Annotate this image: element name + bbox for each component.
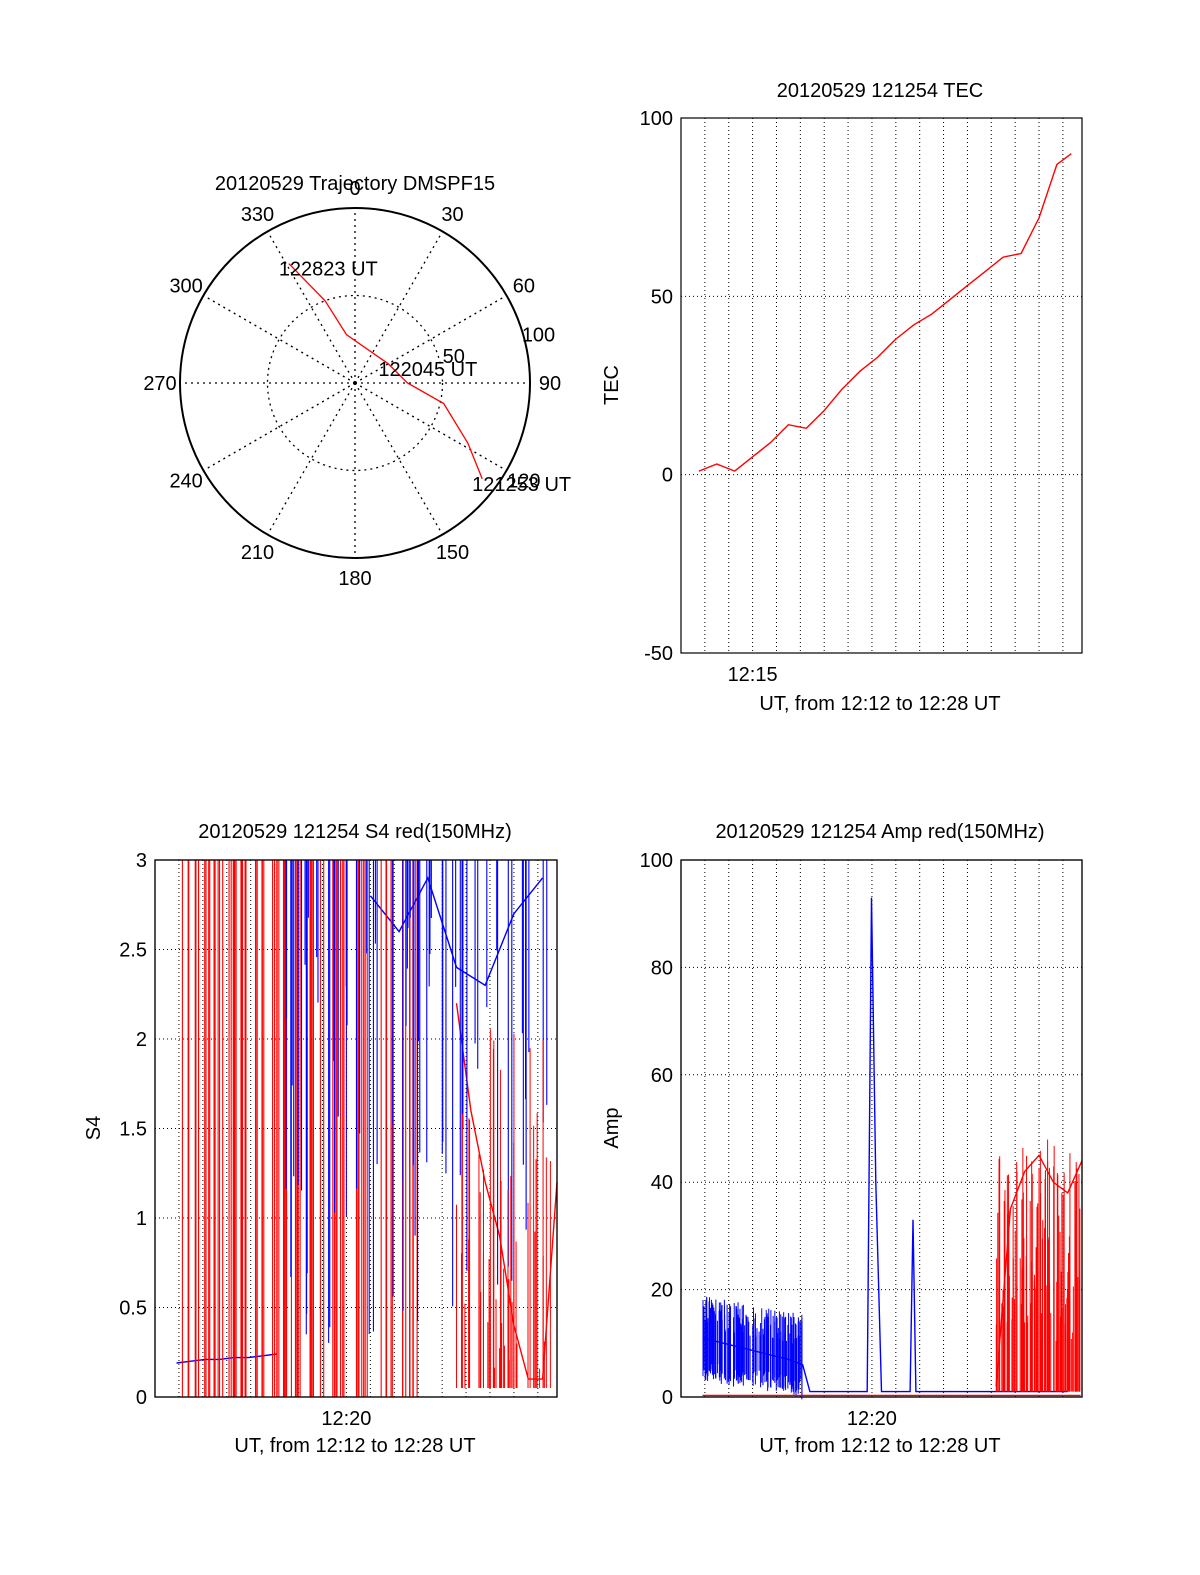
tec-ylabel: TEC bbox=[601, 365, 623, 405]
polar-trajectory-series bbox=[288, 263, 483, 480]
polar-annotation-label: 121253 UT bbox=[472, 474, 571, 496]
s4-ytick-label: 1.5 bbox=[119, 1119, 147, 1141]
s4-ytick-label: 0.5 bbox=[119, 1298, 147, 1320]
tec-title: 20120529 121254 TEC bbox=[777, 80, 983, 102]
polar-spoke bbox=[354, 231, 444, 384]
amp-xtick-label: 12:20 bbox=[847, 1408, 897, 1430]
s4-ytick-label: 2 bbox=[136, 1029, 147, 1051]
amp-series-red bbox=[995, 1154, 1083, 1387]
s4-series-blue bbox=[369, 876, 544, 987]
polar-trajectory-line bbox=[288, 263, 483, 480]
polar-spoke bbox=[266, 231, 356, 384]
amp-title: 20120529 121254 Amp red(150MHz) bbox=[715, 821, 1044, 843]
polar-angle-label: 330 bbox=[241, 204, 274, 226]
tec-ytick-label: 0 bbox=[662, 465, 673, 487]
polar-angle-label: 210 bbox=[241, 542, 274, 564]
s4-series-blue bbox=[176, 1353, 278, 1364]
polar-spoke bbox=[266, 382, 356, 535]
amp-ytick-label: 20 bbox=[651, 1280, 673, 1302]
amp-ylabel: Amp bbox=[601, 1107, 623, 1148]
amp-plot-area: 0 20 40 60 80 100 12:20 bbox=[640, 850, 1083, 1430]
s4-xlabel: UT, from 12:12 to 12:28 UT bbox=[234, 1435, 475, 1457]
s4-ytick-label: 0 bbox=[136, 1387, 147, 1409]
polar-angle-label: 30 bbox=[441, 204, 463, 226]
tec-ytick-label: 100 bbox=[640, 108, 673, 130]
polar-angle-label: 270 bbox=[143, 373, 176, 395]
polar-angle-label: 120 bbox=[507, 471, 540, 493]
amp-ytick-label: 60 bbox=[651, 1065, 673, 1087]
polar-title: 20120529 Trajectory DMSPF15 bbox=[215, 173, 495, 195]
tec-xtick-label: 12:15 bbox=[728, 664, 778, 686]
s4-ylabel: S4 bbox=[83, 1116, 105, 1140]
polar-inner-circle bbox=[266, 294, 444, 472]
tec-plot-area: -50 0 50 100 12:15 bbox=[640, 108, 1083, 686]
polar-annotation-label: 122823 UT bbox=[279, 259, 378, 281]
tec-panel: 20120529 121254 TEC UT, from 12:12 to 12… bbox=[601, 80, 1083, 715]
s4-frame-top bbox=[154, 859, 558, 1398]
tec-series-red bbox=[698, 153, 1072, 472]
polar-spoke bbox=[354, 294, 507, 384]
polar-radial-label: 50 bbox=[443, 346, 465, 368]
polar-annotation-label: 122045 UT bbox=[378, 359, 477, 381]
amp-panel: 20120529 121254 Amp red(150MHz) UT, from… bbox=[601, 821, 1083, 1457]
polar-angle-label: 60 bbox=[513, 276, 535, 298]
polar-angle-label: 180 bbox=[338, 568, 371, 590]
s4-ytick-label: 2.5 bbox=[119, 940, 147, 962]
amp-ytick-label: 100 bbox=[640, 850, 673, 872]
polar-spoke bbox=[354, 382, 507, 472]
polar-angle-label: 240 bbox=[169, 471, 202, 493]
amp-frame-top bbox=[680, 859, 1083, 1398]
amp-xlabel: UT, from 12:12 to 12:28 UT bbox=[759, 1435, 1000, 1457]
s4-ytick-label: 3 bbox=[136, 850, 147, 872]
s4-panel: 20120529 121254 S4 red(150MHz) UT, from … bbox=[83, 821, 558, 1457]
s4-xtick-label: 12:20 bbox=[321, 1408, 371, 1430]
polar-angle-label: 90 bbox=[539, 373, 561, 395]
tec-frame bbox=[680, 117, 1083, 654]
polar-radial-labels: 50 100 bbox=[443, 324, 556, 368]
polar-spoke bbox=[203, 382, 356, 472]
tec-xlabel: UT, from 12:12 to 12:28 UT bbox=[759, 693, 1000, 715]
amp-ytick-label: 40 bbox=[651, 1172, 673, 1194]
polar-angle-label: 150 bbox=[436, 542, 469, 564]
tec-ytick-label: 50 bbox=[651, 286, 673, 308]
tec-ytick-label: -50 bbox=[644, 643, 673, 665]
amp-ytick-label: 0 bbox=[662, 1387, 673, 1409]
polar-angle-label: 300 bbox=[169, 276, 202, 298]
s4-plot-area: 0 0.5 1 1.5 2 2.5 3 12:20 bbox=[119, 850, 558, 1430]
polar-annotations: 122823 UT 122045 UT 121253 UT bbox=[279, 259, 571, 496]
polar-spoke bbox=[354, 382, 444, 535]
polar-grid bbox=[179, 207, 531, 559]
amp-ytick-label: 80 bbox=[651, 957, 673, 979]
s4-title: 20120529 121254 S4 red(150MHz) bbox=[198, 821, 512, 843]
polar-spoke bbox=[203, 294, 356, 384]
polar-trajectory-panel: 20120529 Trajectory DMSPF15 0 30 60 90 120 15… bbox=[143, 173, 571, 590]
polar-angle-labels: 0 30 60 90 120 150 180 210 240 270 300 330 bbox=[143, 178, 561, 590]
polar-radial-label: 100 bbox=[522, 324, 555, 346]
s4-ytick-label: 1 bbox=[136, 1208, 147, 1230]
s4-series-red bbox=[455, 1003, 558, 1380]
polar-angle-label: 0 bbox=[349, 178, 360, 200]
